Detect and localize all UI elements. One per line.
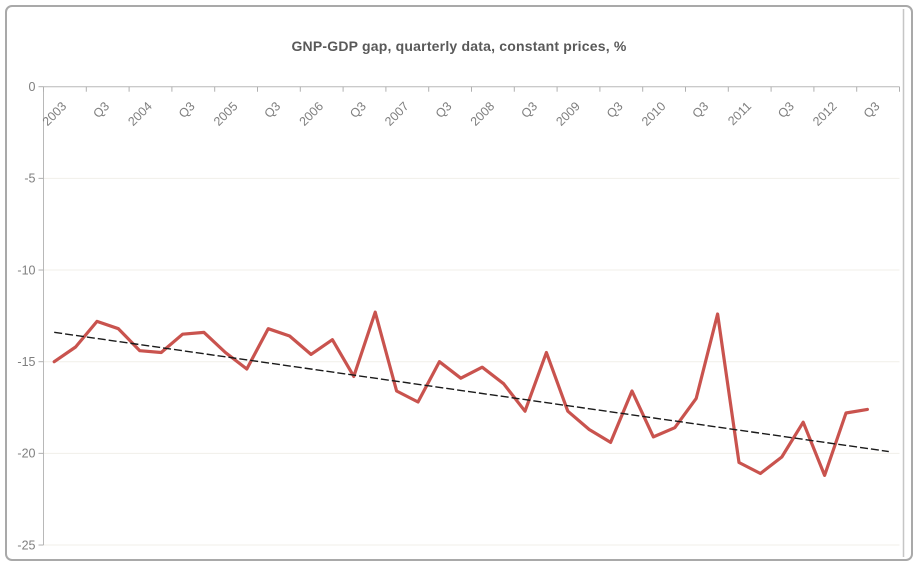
x-tick-label: 2009 [553, 99, 583, 129]
x-tick-label: Q3 [433, 99, 455, 121]
x-tick-label: Q3 [262, 99, 284, 121]
y-tick-label: -10 [17, 263, 35, 277]
x-tick-label: 2007 [382, 99, 412, 129]
x-tick-label: Q3 [690, 99, 712, 121]
trend-line [54, 331, 889, 453]
x-tick-label: 2003 [40, 99, 70, 129]
window-frame [5, 5, 913, 561]
x-tick-label: 2005 [211, 99, 241, 129]
x-tick-label: Q3 [347, 99, 369, 121]
x-tick-label: 2011 [725, 99, 754, 128]
y-tick-label: -20 [17, 447, 35, 461]
x-tick-label: Q3 [176, 99, 198, 121]
x-tick-label: 2012 [810, 99, 840, 129]
x-tick-label: Q3 [90, 99, 112, 121]
y-tick-label: -5 [24, 172, 35, 186]
y-tick-label: 0 [29, 80, 36, 94]
x-tick-label: Q3 [604, 99, 626, 121]
y-tick-label: -15 [17, 355, 35, 369]
x-tick-label: Q3 [518, 99, 540, 121]
x-tick-label: Q3 [861, 99, 883, 121]
x-tick-label: 2008 [468, 99, 498, 129]
x-tick-label: 2010 [639, 99, 669, 129]
x-tick-label: Q3 [775, 99, 797, 121]
chart-title: GNP-GDP gap, quarterly data, constant pr… [291, 38, 627, 54]
y-tick-label: -25 [17, 538, 35, 552]
x-tick-label: 2004 [125, 99, 155, 129]
gnp-gdp-gap-series-line [52, 310, 870, 477]
x-tick-label: 2006 [297, 99, 327, 129]
